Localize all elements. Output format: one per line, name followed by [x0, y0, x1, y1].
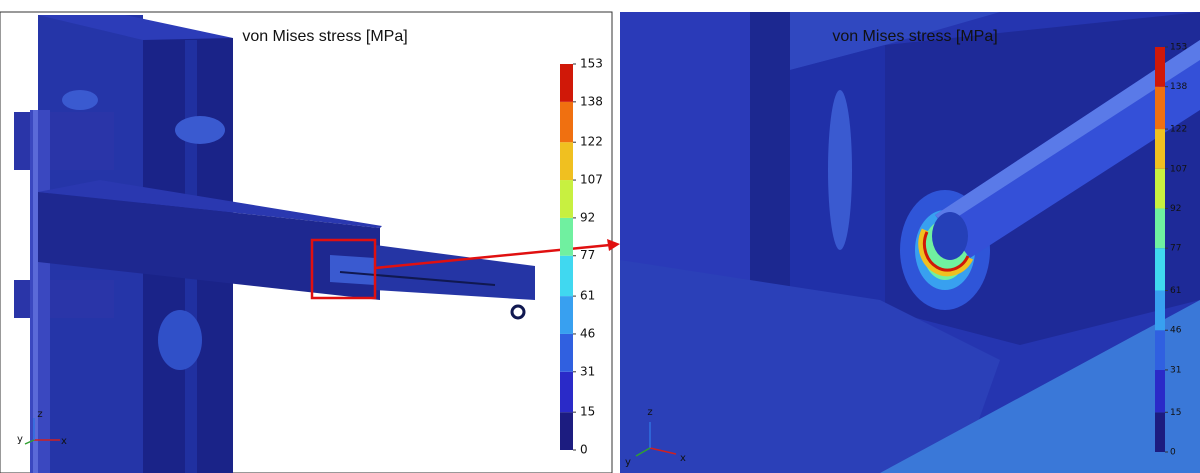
- pipe-end: [932, 212, 968, 260]
- panel-title: von Mises stress [MPa]: [832, 28, 997, 45]
- colorbar-tick-label: 153: [1170, 43, 1187, 53]
- colorbar-segment: [560, 142, 573, 180]
- colorbar-segment: [1155, 129, 1165, 169]
- colorbar-tick-label: 0: [580, 443, 588, 457]
- panel-title: von Mises stress [MPa]: [242, 28, 407, 45]
- colorbar-segment: [1155, 208, 1165, 248]
- colorbar-tick-label: 61: [1170, 286, 1181, 296]
- colorbar-tick-label: 77: [580, 248, 595, 262]
- stress-patch: [62, 90, 98, 110]
- colorbar-tick-label: 31: [1170, 365, 1181, 375]
- axis-label: z: [37, 409, 42, 420]
- axis-label: y: [17, 434, 23, 445]
- colorbar-tick-label: 77: [1170, 244, 1181, 254]
- colorbar-segment: [560, 218, 573, 256]
- left-scene: [0, 12, 620, 473]
- colorbar-segment: [560, 334, 573, 372]
- colorbar-segment: [560, 180, 573, 218]
- colorbar-tick-label: 92: [580, 210, 595, 224]
- colorbar-tick-label: 92: [1170, 204, 1181, 214]
- colorbar-segment: [1155, 412, 1165, 452]
- colorbar-tick-label: 61: [580, 289, 595, 303]
- colorbar-segment: [560, 256, 573, 296]
- colorbar-tick-label: 138: [580, 94, 603, 108]
- stress-patch: [828, 90, 852, 250]
- figure: von Mises stress [MPa] 0 15 31 46 61 77 92 107 12…: [0, 0, 1200, 473]
- colorbar-tick-label: 31: [580, 364, 595, 378]
- colorbar-segment: [1155, 370, 1165, 412]
- arrow-head: [607, 239, 620, 251]
- colorbar-segment: [560, 102, 573, 142]
- stress-patch: [158, 310, 202, 370]
- stress-patch: [330, 255, 375, 285]
- clamp: [14, 112, 114, 170]
- colorbar-segment: [1155, 330, 1165, 370]
- colorbar-tick-label: 138: [1170, 82, 1187, 92]
- colorbar-tick-label: 122: [580, 135, 603, 149]
- axis-label: y: [625, 457, 631, 468]
- colorbar-segment: [1155, 248, 1165, 290]
- colorbar-tick-label: 122: [1170, 125, 1187, 135]
- colorbar-segment: [560, 64, 573, 102]
- colorbar-segment: [560, 412, 573, 450]
- colorbar-tick-label: 107: [580, 173, 603, 187]
- colorbar-tick-label: 46: [1170, 326, 1182, 336]
- colorbar-segment: [1155, 169, 1165, 209]
- colorbar-segment: [1155, 291, 1165, 331]
- axis-label: x: [61, 436, 67, 447]
- colorbar-tick-label: 0: [1170, 448, 1176, 458]
- stress-patch: [175, 116, 225, 144]
- colorbar-segment: [1155, 47, 1165, 87]
- axis-label: z: [647, 407, 652, 418]
- colorbar-segment: [560, 372, 573, 412]
- colorbar-tick-label: 15: [1170, 408, 1181, 418]
- right-scene: [620, 12, 1200, 473]
- clamp: [14, 280, 114, 318]
- colorbar-tick-label: 15: [580, 405, 595, 419]
- axis-label: x: [680, 453, 686, 464]
- colorbar-segment: [560, 296, 573, 334]
- colorbar-segment: [1155, 87, 1165, 129]
- colorbar-tick-label: 153: [580, 57, 603, 71]
- colorbar-tick-label: 46: [580, 326, 595, 340]
- colorbar-tick-label: 107: [1170, 164, 1187, 174]
